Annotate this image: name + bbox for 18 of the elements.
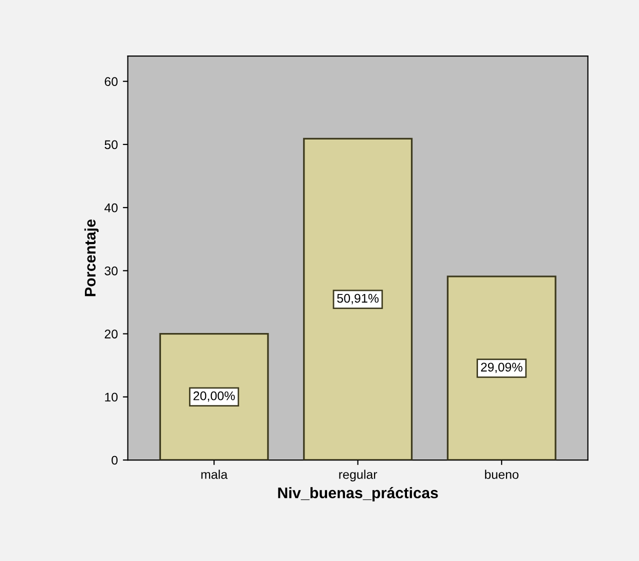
x-tick-label: regular [339,470,378,482]
data-label: 29,09% [481,362,522,374]
data-label: 50,91% [337,294,379,304]
data-label: 20,00% [194,391,235,402]
bar [159,332,269,460]
y-tick-label: 0 [112,456,118,465]
x-tick-label: bueno [485,470,518,479]
bar [446,276,556,460]
y-tick-label: 30 [104,266,118,276]
y-tick-label: 10 [105,392,118,402]
y-axis-title: Porcentaje [84,220,99,296]
y-tick-label: 40 [104,203,118,212]
x-tick-label: mala [201,470,228,479]
y-tick-label: 20 [104,330,118,338]
y-tick-label: 60 [104,77,118,86]
x-axis-title: Niv_buenas_prácticas [278,486,438,502]
y-tick-label: 50 [104,140,118,150]
bar [303,138,413,460]
